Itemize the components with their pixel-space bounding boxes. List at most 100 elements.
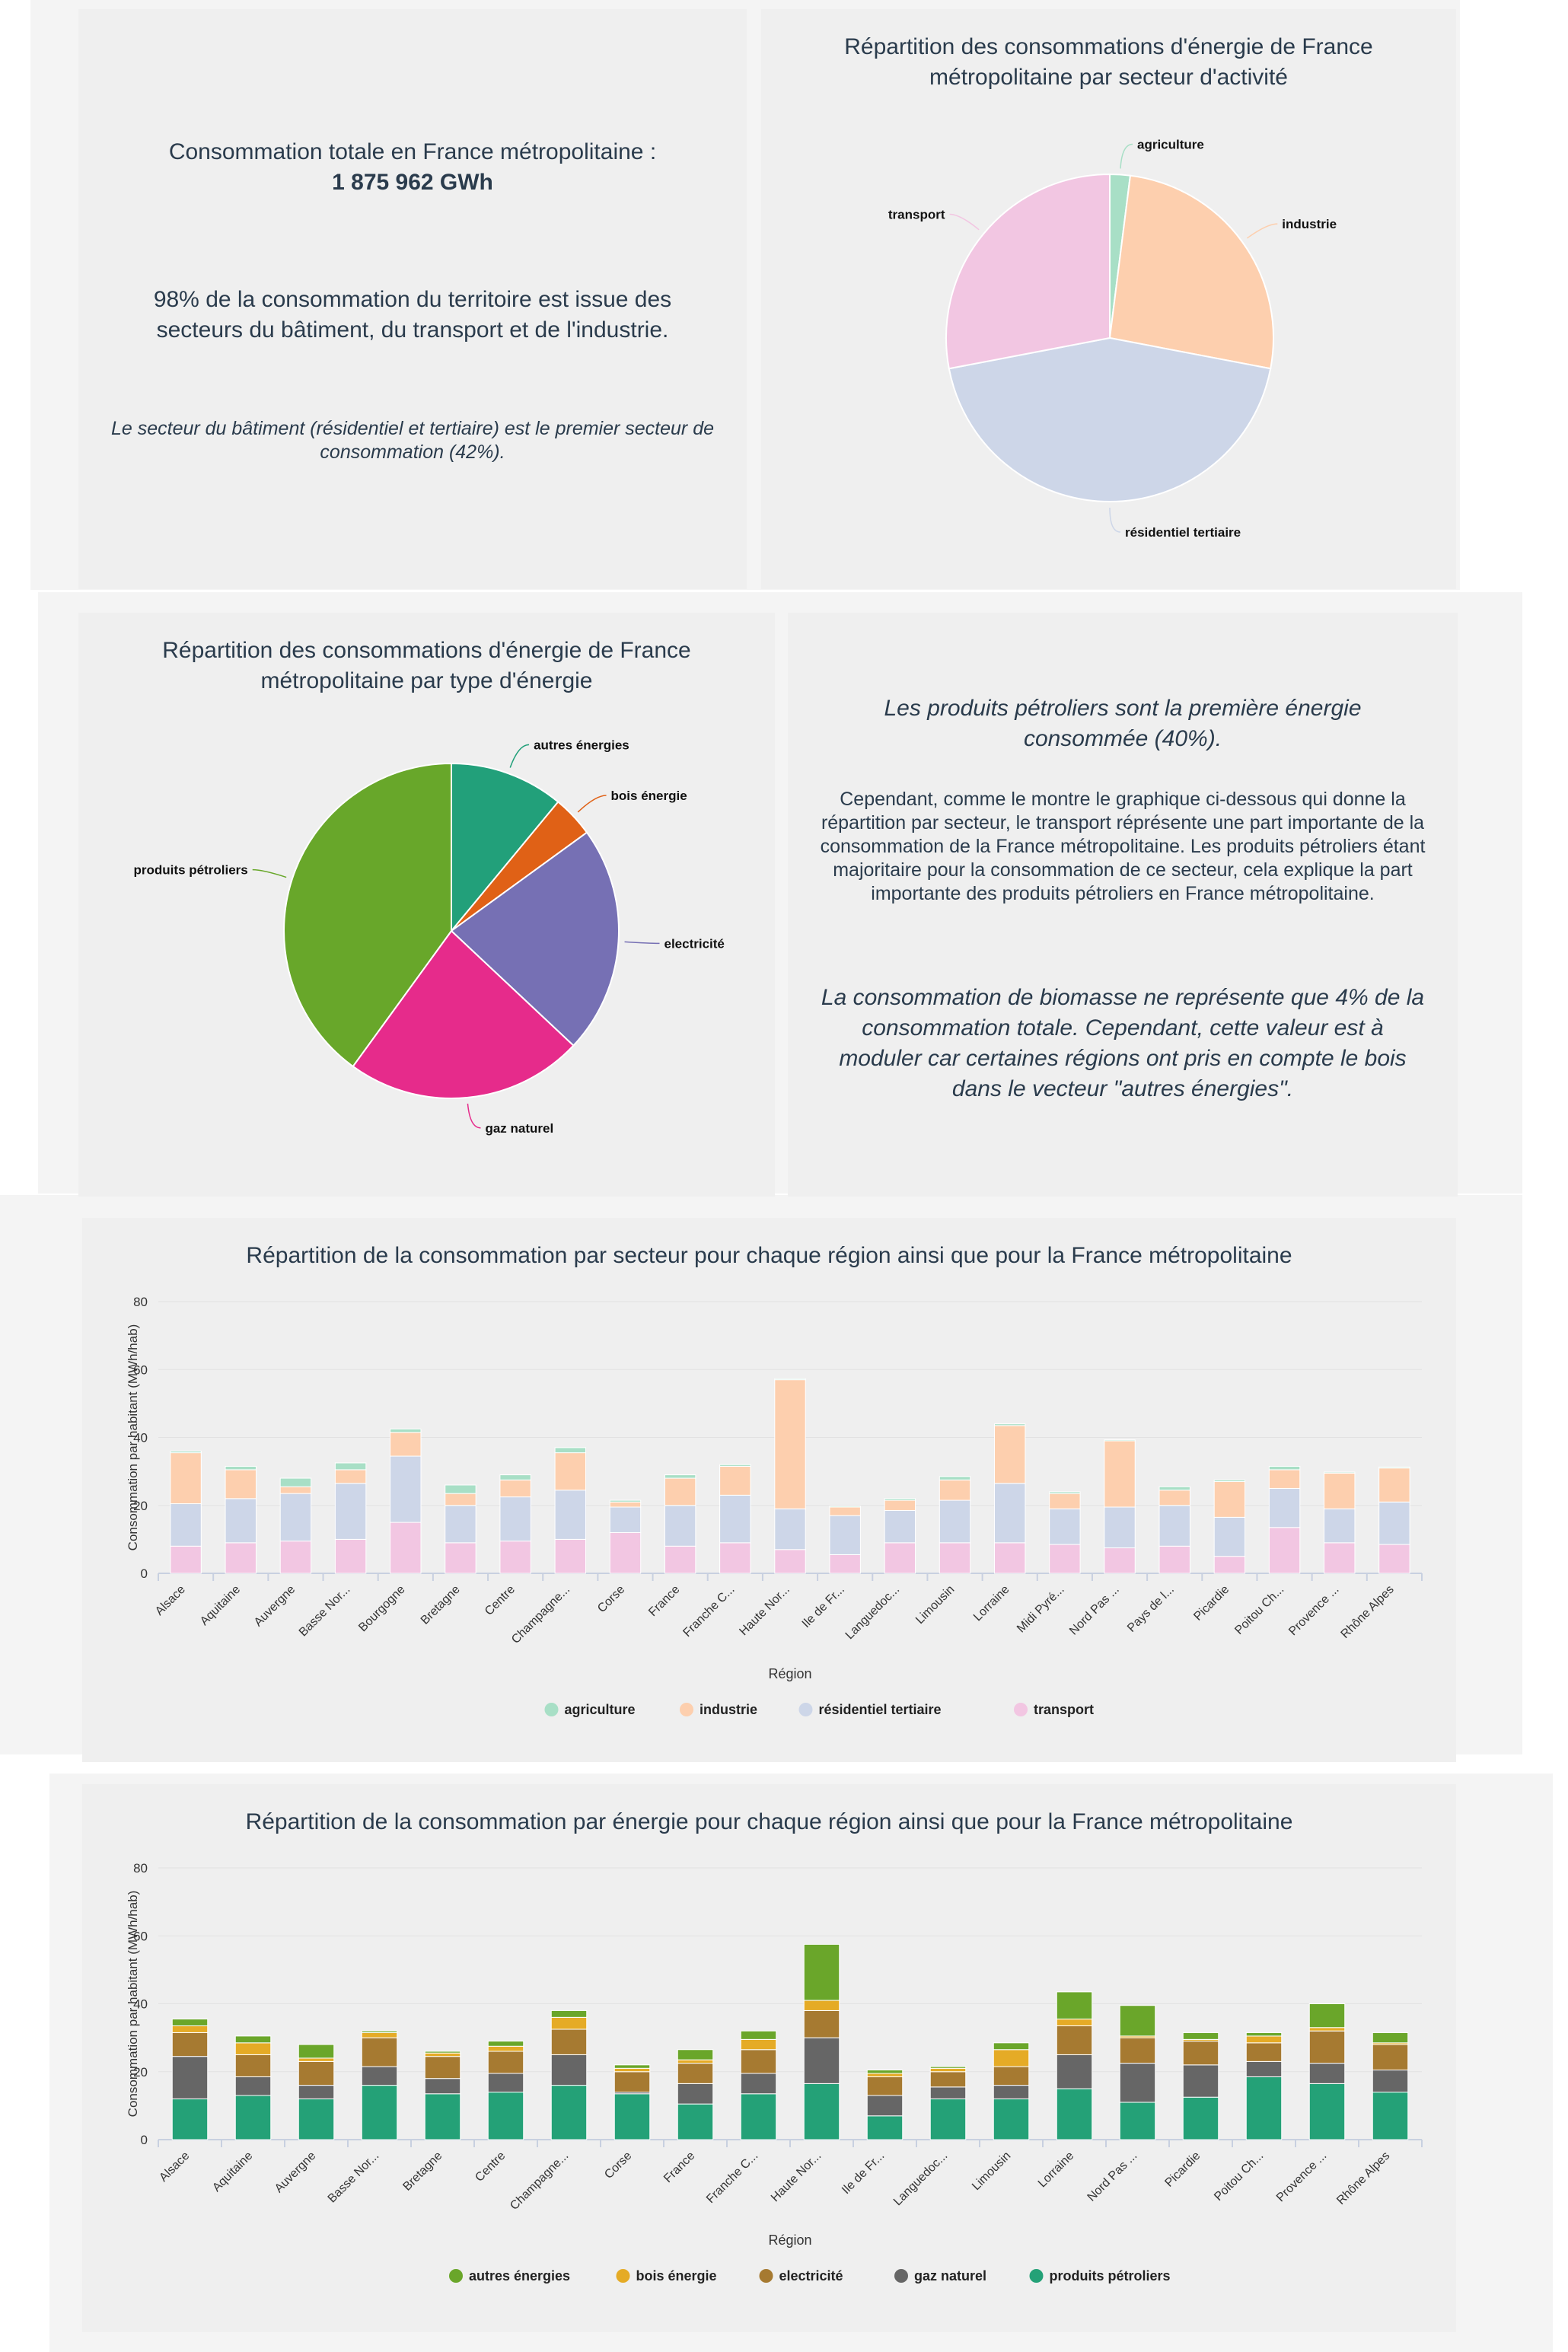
bar-segment-agriculture xyxy=(554,1447,587,1454)
pie-label: gaz naturel xyxy=(485,1121,553,1136)
bar-segment-agriculture xyxy=(1213,1479,1246,1483)
bar-segment-autres-énergies xyxy=(1245,2032,1283,2037)
pie-slice-produits-pétroliers xyxy=(283,762,452,1068)
bar-segment-bois-énergie xyxy=(424,2052,461,2057)
bar-segment-autres-énergies xyxy=(993,2042,1030,2051)
bar-segment-autres-énergies xyxy=(298,2044,335,2059)
x-tick-label: Ile de Fr... xyxy=(840,2150,887,2197)
sector-pie-chart: agriculture industrie résidentiel tertiair… xyxy=(888,138,1337,540)
legend-marker xyxy=(449,2269,463,2283)
bar-segment-gaz-naturel xyxy=(234,2076,272,2096)
x-tick-label: Basse Nor... xyxy=(326,2150,382,2206)
y-tick-label: 20 xyxy=(133,2065,148,2080)
legend-marker xyxy=(1029,2269,1044,2283)
x-tick-label: Champagne... xyxy=(508,2150,571,2213)
bar-segment-industrie xyxy=(225,1469,257,1499)
pie-connector xyxy=(252,868,287,878)
bar-segment-gaz-naturel xyxy=(993,2085,1030,2099)
x-tick-label: Languedoc... xyxy=(891,2150,950,2208)
x-tick-label: Picardie xyxy=(1191,1583,1232,1624)
bar-segment-autres-énergies xyxy=(234,2035,272,2044)
y-axis-label: Consommation par habitant (MWh/hab) xyxy=(126,1324,140,1551)
pie-slice-résidentiel-tertiaire xyxy=(948,336,1272,502)
bar-segment-produits-pétroliers xyxy=(1056,2088,1093,2140)
bar-segment-produits-pétroliers xyxy=(1119,2102,1156,2140)
bar-segment-autres-énergies xyxy=(677,2049,714,2060)
x-tick-label: Aquitaine xyxy=(198,1583,243,1628)
chart-title: Répartition de la consommation par secte… xyxy=(246,1243,1292,1268)
x-tick-label: Haute Nor... xyxy=(737,1583,792,1638)
x-tick-label: Centre xyxy=(483,1583,518,1618)
x-tick-label: Aquitaine xyxy=(210,2150,255,2194)
pie-slice-autres-énergies xyxy=(451,762,559,933)
bar-segment-autres-énergies xyxy=(740,2030,777,2040)
bar-segment-gaz-naturel xyxy=(361,2066,398,2086)
bar-segment-autres-énergies xyxy=(424,2051,461,2054)
bar-segment-electricité xyxy=(677,2063,714,2084)
pie-label: industrie xyxy=(1282,217,1337,231)
energy-body: Cependant, comme le montre le graphique … xyxy=(820,789,1426,904)
y-tick-label: 0 xyxy=(141,2133,148,2147)
x-tick-label: Provence ... xyxy=(1274,2150,1329,2204)
bar-segment-electricité xyxy=(1119,2037,1156,2064)
bar-segment-transport xyxy=(445,1542,476,1574)
pie-connector xyxy=(509,744,530,768)
bar-segment-résidentiel-tertiaire xyxy=(829,1515,861,1555)
bar-segment-gaz-naturel xyxy=(803,2037,840,2084)
bar-segment-bois-énergie xyxy=(171,2025,209,2033)
bar-segment-bois-énergie xyxy=(929,2067,967,2073)
bar-segment-autres-énergies xyxy=(1056,1991,1093,2020)
bar-segment-transport xyxy=(664,1545,696,1574)
bar-segment-electricité xyxy=(1056,2025,1093,2055)
bar-segment-industrie xyxy=(1324,1472,1356,1509)
bar-segment-industrie xyxy=(390,1432,422,1457)
bar-segment-gaz-naturel xyxy=(1308,2063,1346,2084)
pie-connector xyxy=(1109,507,1121,533)
bar-segment-bois-énergie xyxy=(298,2057,335,2062)
pie-connector xyxy=(577,795,607,813)
legend-marker xyxy=(680,1703,693,1716)
y-tick-label: 40 xyxy=(133,1997,148,2012)
bar-segment-gaz-naturel xyxy=(929,2086,967,2099)
pie-label: transport xyxy=(888,207,945,221)
bar-segment-electricité xyxy=(740,2049,777,2074)
biomass-note: La consommation de biomasse ne représent… xyxy=(821,985,1425,1101)
y-tick-label: 80 xyxy=(133,1295,148,1309)
bar-segment-transport xyxy=(829,1554,861,1574)
bar-segment-transport xyxy=(225,1542,257,1574)
sector-bar-chart: 0 20 40 60 80 Consommation par habitant (MWh/… xyxy=(126,1295,1423,1717)
bar-segment-agriculture xyxy=(884,1498,916,1501)
bar-segment-transport xyxy=(279,1541,312,1574)
bar-segment-transport xyxy=(993,1542,1026,1574)
y-tick-label: 40 xyxy=(133,1431,148,1445)
legend-item: transport xyxy=(1034,1702,1094,1717)
bar-segment-bois-énergie xyxy=(550,2016,588,2030)
bar-segment-industrie xyxy=(1104,1440,1136,1508)
bar-segment-gaz-naturel xyxy=(1372,2070,1409,2093)
bar-segment-agriculture xyxy=(774,1378,806,1381)
x-tick-label: Picardie xyxy=(1162,2150,1203,2190)
energy-pie-chart: autres énergies bois énergie electricité ga… xyxy=(134,738,725,1136)
bar-segment-electricité xyxy=(171,2032,209,2057)
bar-segment-résidentiel-tertiaire xyxy=(225,1498,257,1544)
bar-segment-transport xyxy=(1213,1556,1246,1574)
bar-segment-produits-pétroliers xyxy=(677,2103,714,2140)
bar-segment-industrie xyxy=(499,1479,531,1498)
bar-segment-résidentiel-tertiaire xyxy=(1213,1516,1246,1557)
bar-segment-résidentiel-tertiaire xyxy=(884,1509,916,1544)
bar-segment-bois-énergie xyxy=(740,2038,777,2051)
x-tick-label: France xyxy=(646,1583,682,1619)
y-tick-label: 60 xyxy=(133,1362,148,1377)
bar-segment-résidentiel-tertiaire xyxy=(1158,1505,1190,1547)
x-tick-label: Basse Nor... xyxy=(297,1583,353,1640)
x-tick-label: Rhône Alpes xyxy=(1334,2150,1392,2207)
bar-segment-transport xyxy=(774,1549,806,1574)
pie-label: agriculture xyxy=(1137,138,1204,152)
x-tick-label: Midi Pyré... xyxy=(1015,1583,1067,1636)
share-text: 98% de la consommation du territoire est… xyxy=(153,287,672,343)
y-axis-label: Consommation par habitant (MWh/hab) xyxy=(126,1891,140,2118)
bar-segment-industrie xyxy=(884,1499,916,1511)
legend-item: résidentiel tertiaire xyxy=(819,1702,942,1717)
bar-segment-transport xyxy=(719,1542,751,1574)
pie-connector xyxy=(1246,223,1278,239)
